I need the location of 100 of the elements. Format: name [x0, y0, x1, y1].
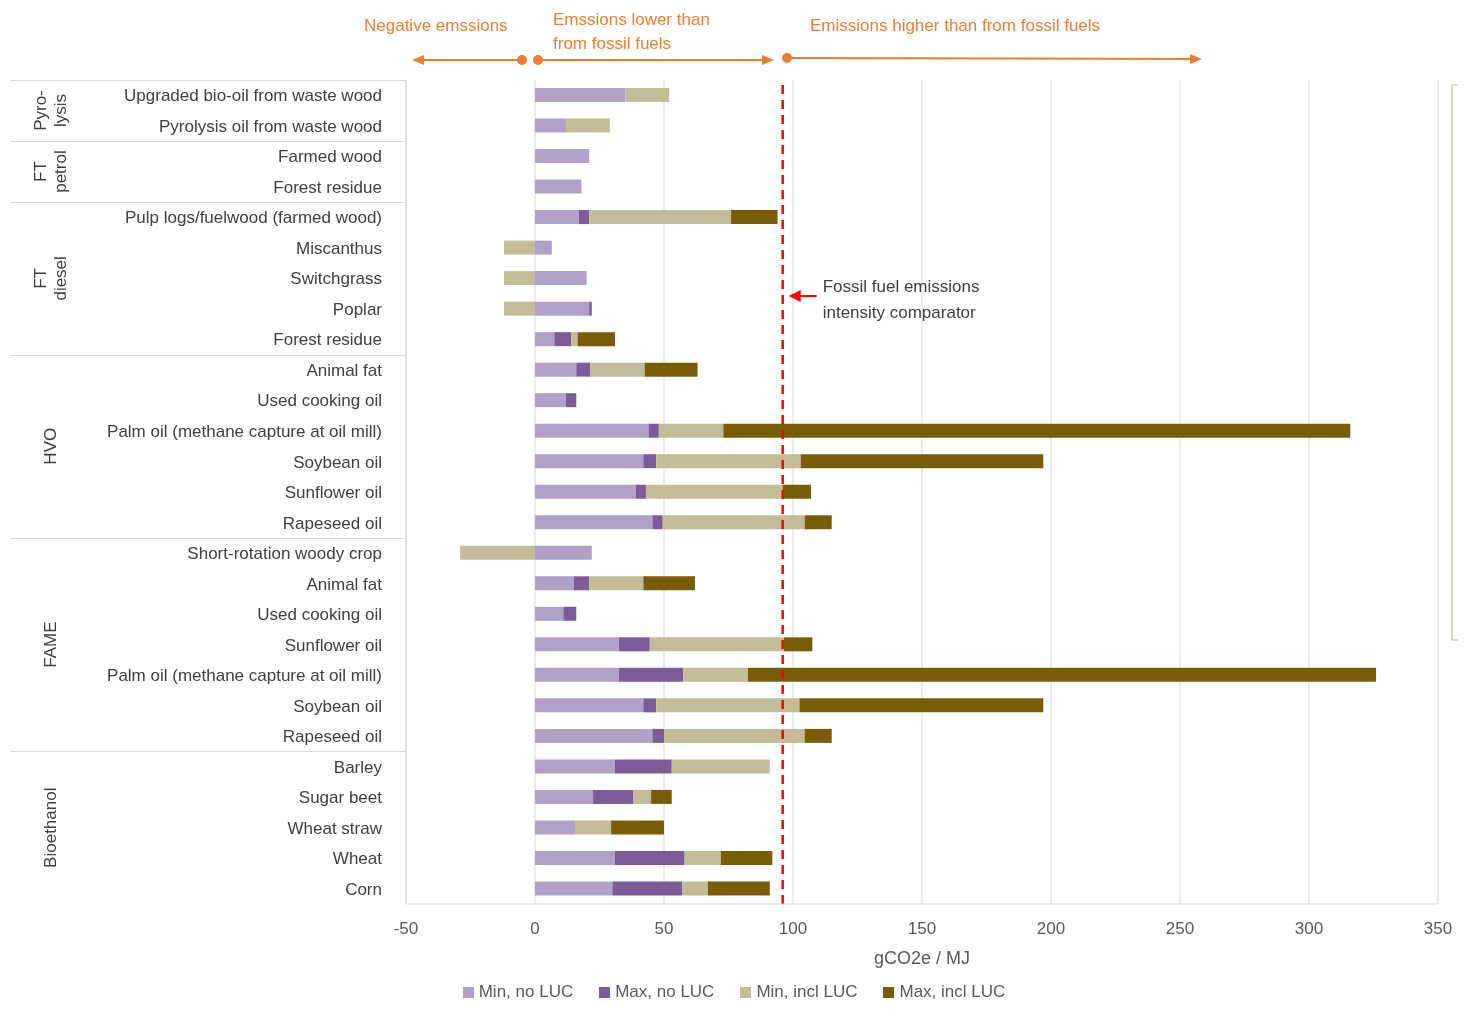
- bar: [612, 881, 683, 896]
- bar: [782, 484, 812, 499]
- bar: [535, 423, 649, 438]
- bar: [554, 332, 572, 347]
- x-tick-label: 350: [1423, 919, 1453, 939]
- x-tick-label: 200: [1036, 919, 1066, 939]
- bar: [565, 393, 577, 408]
- bar: [535, 362, 577, 377]
- text: Pyro-lysis: [31, 90, 70, 131]
- bar: [618, 637, 650, 652]
- bar: [574, 820, 612, 835]
- bar: [658, 423, 724, 438]
- ref-line-label: Fossil fuel emissions intensity comparator: [822, 277, 980, 322]
- bar: [535, 332, 555, 347]
- x-tick-label: 100: [778, 919, 808, 939]
- bar: [504, 240, 535, 255]
- bar: [707, 881, 770, 896]
- bar: [635, 484, 646, 499]
- y-tick-label: Sunflower oil: [284, 635, 382, 655]
- y-tick-label: Soybean oil: [293, 452, 382, 472]
- y-tick-label: Rapeseed oil: [282, 513, 382, 533]
- bar: [535, 515, 653, 530]
- y-tick-label: Used cooking oil: [257, 391, 382, 411]
- bar: [656, 454, 801, 469]
- text: HVO: [41, 427, 60, 465]
- bar: [656, 698, 800, 713]
- bar: [799, 698, 1044, 713]
- bar: [614, 850, 685, 865]
- bar: [535, 301, 590, 316]
- bar: [535, 149, 590, 164]
- text: Negative emssions: [364, 16, 509, 36]
- x-tick-label: 50: [654, 919, 674, 939]
- y-tick-label: Sugar beet: [298, 788, 383, 808]
- x-tick-label: -50: [393, 919, 419, 939]
- bar: [783, 637, 813, 652]
- y-tick-label: Animal fat: [306, 360, 383, 380]
- bar: [535, 454, 644, 469]
- bar: [651, 789, 672, 804]
- bar: [571, 332, 578, 347]
- y-tick-label: Palm oil (methane capture at oil mill): [107, 422, 382, 441]
- bar: [535, 271, 587, 286]
- bar: [645, 484, 783, 499]
- x-tick-label: 250: [1165, 919, 1195, 939]
- text: FT petrol: [31, 150, 70, 193]
- bar: [535, 728, 653, 743]
- y-tick-label: Barley: [333, 757, 383, 777]
- bar: [731, 210, 778, 225]
- bar: [652, 515, 663, 530]
- bar: [614, 759, 672, 774]
- legend-label: Min, incl LUC: [756, 982, 858, 1002]
- bar: [804, 515, 832, 530]
- text: Bioethanol: [41, 787, 60, 868]
- bar: [535, 881, 613, 896]
- bar: [535, 850, 615, 865]
- text: Emissions higher than from fossil fuels: [810, 16, 1102, 36]
- bar: [535, 667, 619, 682]
- bar: [682, 881, 708, 896]
- bar: [535, 240, 552, 255]
- bar: [683, 667, 748, 682]
- bar: [535, 210, 579, 225]
- y-tick-label: Palm oil (methane capture at oil mill): [107, 666, 382, 686]
- bar: [611, 820, 664, 835]
- y-tick-label: Rapeseed oil: [282, 727, 382, 747]
- bar: [535, 637, 619, 652]
- y-tick-label: Animal fat: [306, 574, 383, 594]
- bar: [643, 454, 657, 469]
- bar: [535, 820, 575, 835]
- y-tick-label: Switchgrass: [290, 269, 382, 289]
- y-tick-label: Forest residue: [273, 330, 382, 350]
- bar: [747, 667, 1377, 682]
- bar: [633, 789, 652, 804]
- y-tick-label: Poplar: [332, 299, 383, 319]
- bar: [648, 423, 659, 438]
- y-tick-label: Short-rotation woody crop: [187, 544, 382, 564]
- bar: [720, 850, 773, 865]
- bar: [535, 576, 574, 591]
- bar: [535, 88, 626, 102]
- y-tick-label: Pyrolysis oil from waste wood: [159, 116, 382, 136]
- bar: [576, 362, 591, 377]
- y-tick-label: Wheat straw: [287, 818, 383, 838]
- bar: [593, 789, 634, 804]
- bar: [535, 545, 592, 560]
- x-tick-label: 300: [1294, 919, 1324, 939]
- legend-label: Max, incl LUC: [899, 982, 1006, 1002]
- bar: [625, 88, 670, 102]
- x-tick-label: 150: [907, 919, 937, 939]
- y-tick-label: Farmed wood: [278, 147, 382, 167]
- bar: [504, 271, 535, 286]
- bar: [504, 301, 535, 316]
- bar: [671, 759, 770, 774]
- bar: [535, 606, 564, 621]
- bar: [684, 850, 721, 865]
- bar: [535, 393, 566, 408]
- legend-label: Max, no LUC: [615, 982, 715, 1002]
- text: FT diesel: [31, 256, 70, 301]
- text: FAME: [41, 621, 60, 668]
- y-tick-label: Pulp logs/fuelwood (farmed wood): [124, 208, 382, 228]
- bar: [589, 210, 732, 225]
- bar: [578, 210, 590, 225]
- bar: [664, 728, 805, 743]
